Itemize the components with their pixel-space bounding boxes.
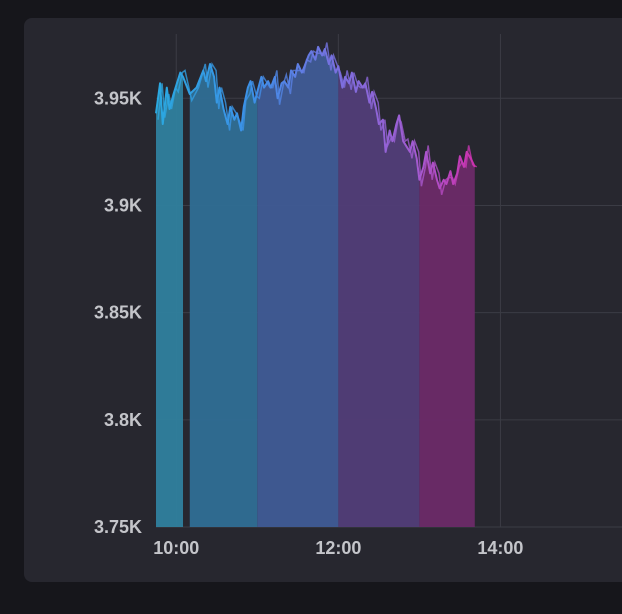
area-band	[257, 46, 339, 527]
y-tick-label: 3.9K	[104, 195, 142, 215]
x-tick-label: 10:00	[153, 538, 199, 558]
series-line	[155, 45, 476, 190]
area-band	[338, 66, 420, 528]
y-tick-label: 3.85K	[94, 303, 142, 323]
y-tick-label: 3.8K	[104, 410, 142, 430]
y-tick-label: 3.95K	[94, 88, 142, 108]
area-band	[419, 151, 475, 528]
y-tick-label: 3.75K	[94, 517, 142, 537]
area-band	[189, 64, 258, 527]
x-tick-label: 12:00	[315, 538, 361, 558]
y-axis-labels: 3.95K 3.9K 3.85K 3.8K 3.75K	[94, 88, 142, 537]
x-axis-labels: 10:00 12:00 14:00	[153, 538, 523, 558]
x-tick-label: 14:00	[477, 538, 523, 558]
series-line-secondary	[157, 42, 478, 195]
area-fill-bands	[156, 46, 475, 528]
series-lines	[155, 42, 478, 195]
area-band	[156, 72, 184, 527]
